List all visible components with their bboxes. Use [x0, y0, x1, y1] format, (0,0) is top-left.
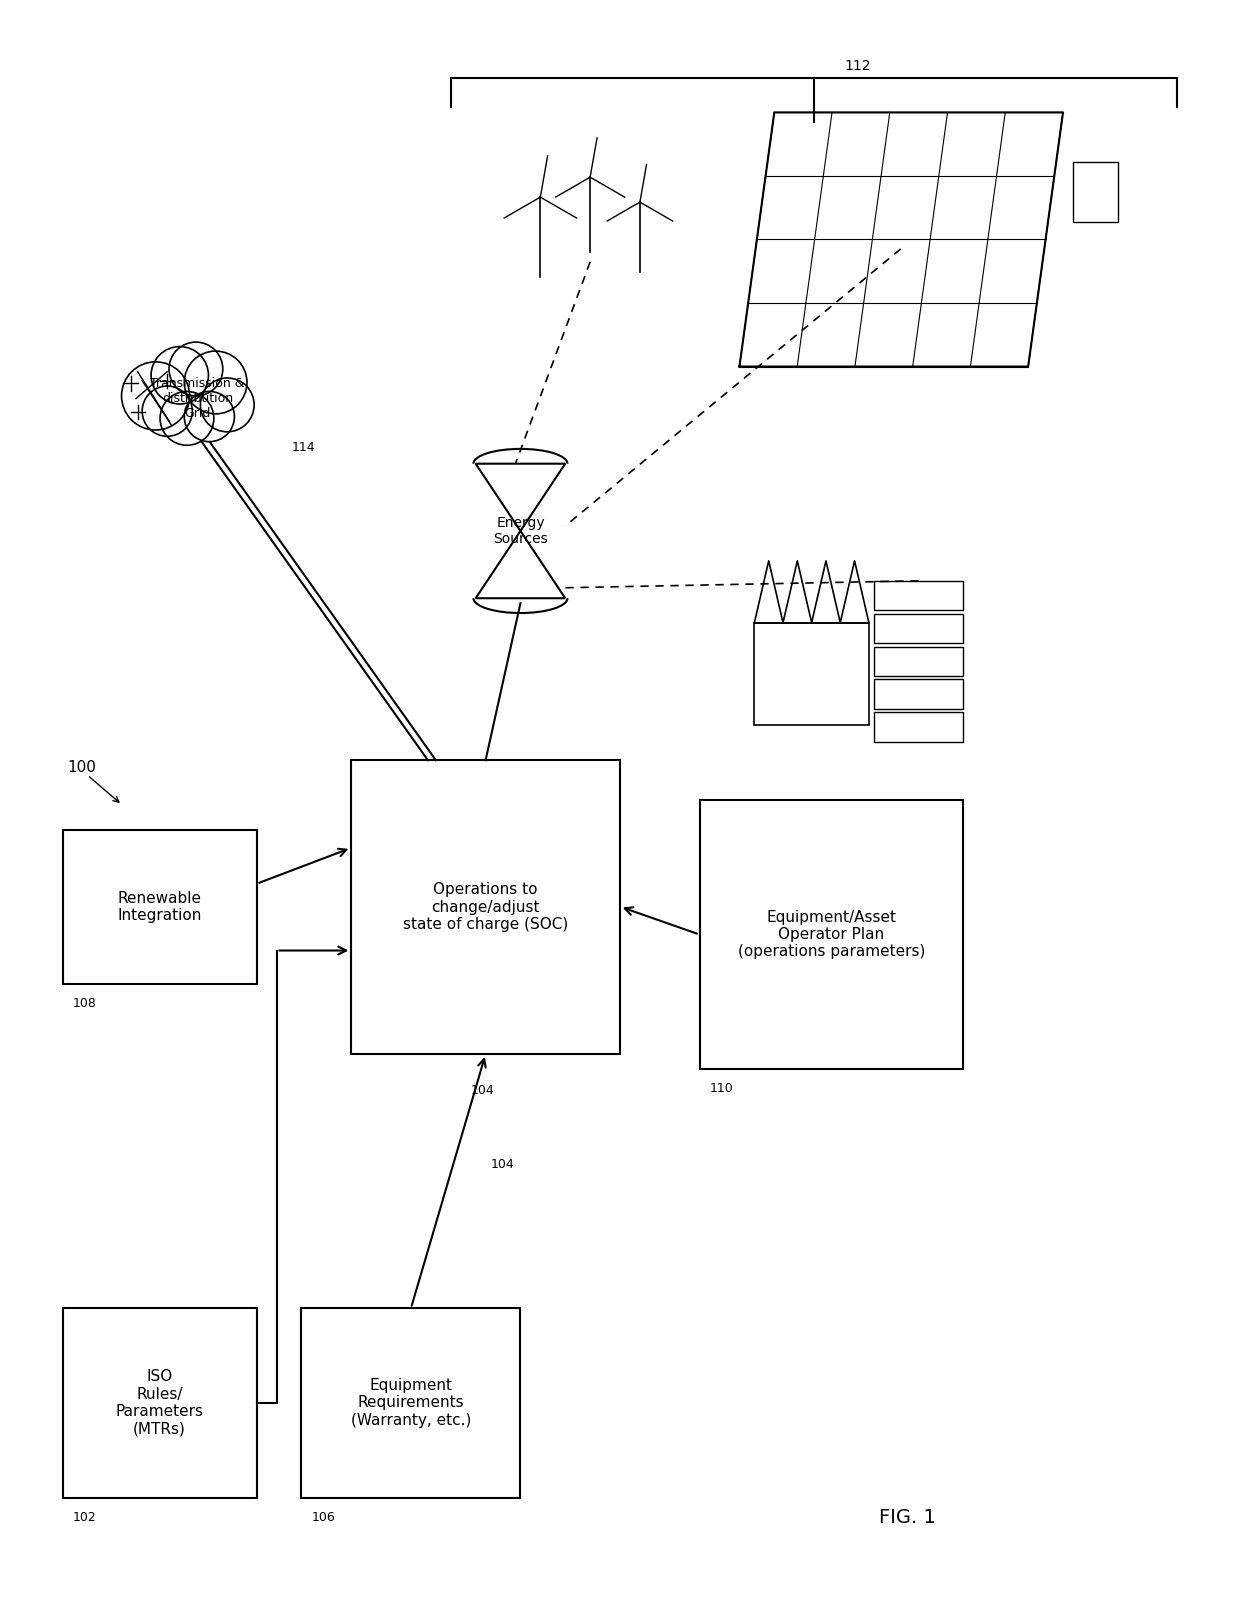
- Bar: [62, 1309, 257, 1498]
- Text: FIG. 1: FIG. 1: [879, 1508, 936, 1527]
- Text: Operations to
change/adjust
state of charge (SOC): Operations to change/adjust state of cha…: [403, 882, 568, 932]
- Text: 114: 114: [291, 442, 315, 455]
- Circle shape: [143, 387, 192, 437]
- Bar: [754, 623, 869, 725]
- Bar: [351, 760, 620, 1055]
- Text: Energy
Sources: Energy Sources: [494, 516, 548, 545]
- Text: ISO
Rules/
Parameters
(MTRs): ISO Rules/ Parameters (MTRs): [115, 1369, 203, 1437]
- Bar: [699, 799, 963, 1069]
- Bar: [874, 647, 963, 676]
- Bar: [301, 1309, 521, 1498]
- Circle shape: [151, 346, 208, 404]
- Circle shape: [122, 362, 190, 430]
- Text: Transmission &
distribution
Grid: Transmission & distribution Grid: [150, 377, 246, 421]
- Circle shape: [185, 392, 234, 442]
- Bar: [874, 613, 963, 644]
- Text: 106: 106: [311, 1511, 335, 1524]
- Polygon shape: [476, 464, 565, 531]
- Bar: [874, 712, 963, 743]
- Bar: [1073, 162, 1117, 222]
- Text: 110: 110: [709, 1082, 733, 1095]
- Text: 102: 102: [72, 1511, 97, 1524]
- Text: 104: 104: [471, 1084, 495, 1097]
- Text: 108: 108: [72, 997, 97, 1010]
- Text: Equipment/Asset
Operator Plan
(operations parameters): Equipment/Asset Operator Plan (operation…: [738, 909, 925, 959]
- Text: 100: 100: [67, 760, 97, 775]
- Polygon shape: [476, 531, 565, 599]
- Bar: [62, 830, 257, 984]
- Text: Renewable
Integration: Renewable Integration: [118, 892, 202, 924]
- Bar: [874, 680, 963, 709]
- Bar: [874, 581, 963, 610]
- Circle shape: [201, 379, 254, 432]
- Text: 112: 112: [844, 58, 870, 73]
- Text: Equipment
Requirements
(Warranty, etc.): Equipment Requirements (Warranty, etc.): [351, 1379, 471, 1427]
- Circle shape: [160, 392, 213, 445]
- Circle shape: [185, 351, 247, 414]
- Text: 104: 104: [491, 1158, 515, 1171]
- Circle shape: [169, 341, 223, 396]
